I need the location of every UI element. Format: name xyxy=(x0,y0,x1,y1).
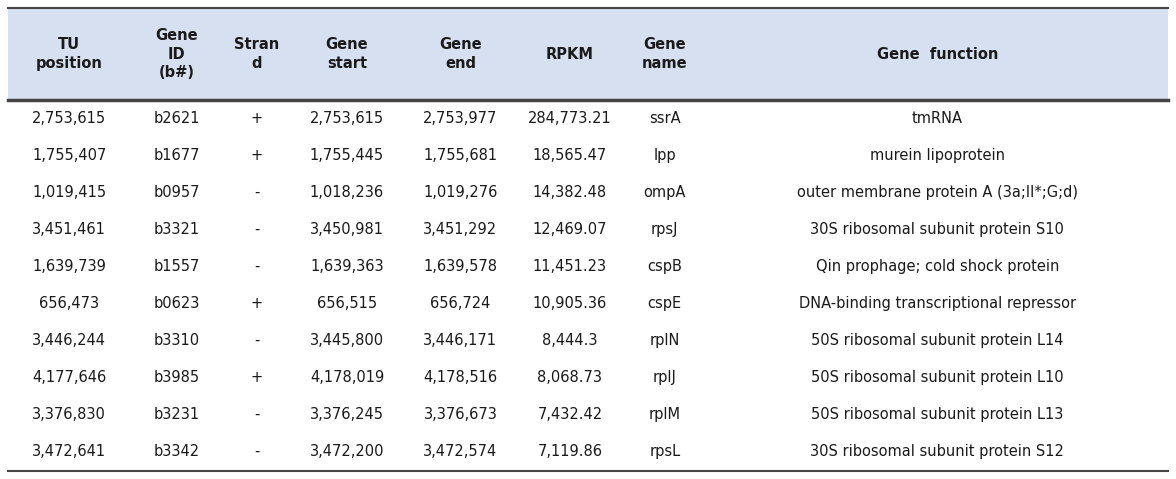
Text: b3321: b3321 xyxy=(154,222,200,237)
Text: 3,450,981: 3,450,981 xyxy=(310,222,385,237)
Text: 656,515: 656,515 xyxy=(316,296,377,311)
Text: 50S ribosomal subunit protein L13: 50S ribosomal subunit protein L13 xyxy=(811,407,1063,422)
Text: b0623: b0623 xyxy=(154,296,200,311)
Text: 3,376,245: 3,376,245 xyxy=(310,407,385,422)
Text: rplJ: rplJ xyxy=(653,370,676,385)
Text: 1,018,236: 1,018,236 xyxy=(310,185,385,200)
Text: 2,753,615: 2,753,615 xyxy=(32,111,106,126)
Text: Gene  function: Gene function xyxy=(876,46,998,61)
Text: Gene
ID
(b#): Gene ID (b#) xyxy=(155,28,199,80)
Text: +: + xyxy=(250,148,262,163)
Text: 2,753,615: 2,753,615 xyxy=(310,111,385,126)
Text: +: + xyxy=(250,370,262,385)
Text: ompA: ompA xyxy=(643,185,686,200)
Text: 3,445,800: 3,445,800 xyxy=(310,333,385,348)
Text: 3,472,200: 3,472,200 xyxy=(309,444,385,459)
Text: 4,177,646: 4,177,646 xyxy=(32,370,106,385)
Text: 1,639,578: 1,639,578 xyxy=(423,259,497,274)
Text: RPKM: RPKM xyxy=(546,46,594,61)
Text: 1,639,739: 1,639,739 xyxy=(32,259,106,274)
Text: b3342: b3342 xyxy=(154,444,200,459)
Text: 656,473: 656,473 xyxy=(39,296,99,311)
Text: DNA-binding transcriptional repressor: DNA-binding transcriptional repressor xyxy=(799,296,1076,311)
Text: rpsJ: rpsJ xyxy=(652,222,679,237)
Text: 3,472,641: 3,472,641 xyxy=(32,444,106,459)
Text: rplM: rplM xyxy=(649,407,681,422)
Text: 10,905.36: 10,905.36 xyxy=(533,296,607,311)
Text: TU
position: TU position xyxy=(35,37,102,71)
Text: outer membrane protein A (3a;II*;G;d): outer membrane protein A (3a;II*;G;d) xyxy=(797,185,1077,200)
Text: 7,432.42: 7,432.42 xyxy=(537,407,602,422)
Text: +: + xyxy=(250,111,262,126)
Text: 3,472,574: 3,472,574 xyxy=(423,444,497,459)
Text: -: - xyxy=(254,333,260,348)
Text: b1557: b1557 xyxy=(154,259,200,274)
Text: 2,753,977: 2,753,977 xyxy=(423,111,497,126)
Text: lpp: lpp xyxy=(654,148,676,163)
Text: 30S ribosomal subunit protein S10: 30S ribosomal subunit protein S10 xyxy=(810,222,1064,237)
Text: 1,755,681: 1,755,681 xyxy=(423,148,497,163)
Text: 11,451.23: 11,451.23 xyxy=(533,259,607,274)
Text: b1677: b1677 xyxy=(154,148,200,163)
Text: 3,446,244: 3,446,244 xyxy=(32,333,106,348)
Text: tmRNA: tmRNA xyxy=(911,111,963,126)
Text: +: + xyxy=(250,296,262,311)
Text: -: - xyxy=(254,407,260,422)
Text: 12,469.07: 12,469.07 xyxy=(533,222,607,237)
Text: murein lipoprotein: murein lipoprotein xyxy=(870,148,1004,163)
Text: 4,178,019: 4,178,019 xyxy=(309,370,385,385)
Text: 3,451,292: 3,451,292 xyxy=(423,222,497,237)
Text: 1,639,363: 1,639,363 xyxy=(310,259,383,274)
Text: 3,376,830: 3,376,830 xyxy=(32,407,106,422)
Text: 1,755,407: 1,755,407 xyxy=(32,148,106,163)
Text: b2621: b2621 xyxy=(154,111,200,126)
Text: 50S ribosomal subunit protein L14: 50S ribosomal subunit protein L14 xyxy=(811,333,1063,348)
Text: b0957: b0957 xyxy=(154,185,200,200)
Text: cspB: cspB xyxy=(647,259,682,274)
Text: cspE: cspE xyxy=(648,296,682,311)
Text: 284,773.21: 284,773.21 xyxy=(528,111,612,126)
Text: -: - xyxy=(254,222,260,237)
Text: 14,382.48: 14,382.48 xyxy=(533,185,607,200)
Text: 4,178,516: 4,178,516 xyxy=(423,370,497,385)
Text: 1,019,276: 1,019,276 xyxy=(423,185,497,200)
Text: b3310: b3310 xyxy=(154,333,200,348)
Text: 18,565.47: 18,565.47 xyxy=(533,148,607,163)
Text: 656,724: 656,724 xyxy=(430,296,490,311)
Text: Stran
d: Stran d xyxy=(234,37,280,71)
Text: 3,446,171: 3,446,171 xyxy=(423,333,497,348)
Text: -: - xyxy=(254,185,260,200)
Text: ssrA: ssrA xyxy=(649,111,681,126)
Text: -: - xyxy=(254,259,260,274)
Text: 30S ribosomal subunit protein S12: 30S ribosomal subunit protein S12 xyxy=(810,444,1064,459)
Text: Qin prophage; cold shock protein: Qin prophage; cold shock protein xyxy=(816,259,1058,274)
Text: 1,019,415: 1,019,415 xyxy=(32,185,106,200)
Text: -: - xyxy=(254,444,260,459)
Text: 3,376,673: 3,376,673 xyxy=(423,407,497,422)
Text: rplN: rplN xyxy=(649,333,680,348)
Text: b3985: b3985 xyxy=(154,370,200,385)
Text: 7,119.86: 7,119.86 xyxy=(537,444,602,459)
Text: 1,755,445: 1,755,445 xyxy=(310,148,385,163)
Text: Gene
end: Gene end xyxy=(439,37,482,71)
Text: Gene
name: Gene name xyxy=(642,37,688,71)
Text: 3,451,461: 3,451,461 xyxy=(32,222,106,237)
Text: 8,068.73: 8,068.73 xyxy=(537,370,602,385)
Text: rpsL: rpsL xyxy=(649,444,680,459)
Text: 8,444.3: 8,444.3 xyxy=(542,333,597,348)
Text: b3231: b3231 xyxy=(154,407,200,422)
Bar xyxy=(8,8,1168,100)
Text: 50S ribosomal subunit protein L10: 50S ribosomal subunit protein L10 xyxy=(811,370,1063,385)
Text: Gene
start: Gene start xyxy=(326,37,368,71)
